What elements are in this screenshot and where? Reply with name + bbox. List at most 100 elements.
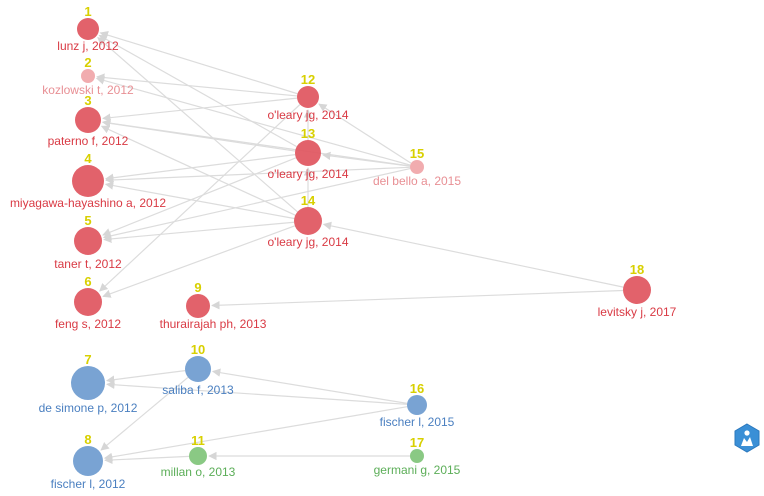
node-label: miyagawa-hayashino a, 2012 [10,196,166,210]
node-circle[interactable] [189,447,207,465]
node-number: 8 [84,432,91,447]
node-4[interactable]: 4 miyagawa-hayashino a, 2012 [10,151,166,210]
node-circle[interactable] [75,107,101,133]
node-10[interactable]: 10 saliba f, 2013 [162,342,234,397]
node-circle[interactable] [71,366,105,400]
node-7[interactable]: 7 de simone p, 2012 [39,352,138,415]
node-circle[interactable] [410,160,424,174]
node-label: taner t, 2012 [54,257,122,271]
node-circle[interactable] [623,276,651,304]
node-label: o'leary jg, 2014 [267,167,348,181]
node-circle[interactable] [73,446,103,476]
node-17[interactable]: 17 germani g, 2015 [374,435,461,477]
node-1[interactable]: 1 lunz j, 2012 [57,4,119,53]
citation-edge-13-1 [98,34,297,148]
citation-edge-16-10 [211,368,408,404]
node-number: 2 [84,55,91,70]
node-3[interactable]: 3 paterno f, 2012 [48,93,129,148]
node-number: 6 [84,274,91,289]
citation-edge-10-8 [100,376,189,451]
node-number: 16 [410,381,424,396]
node-11[interactable]: 11 millan o, 2013 [161,433,236,479]
node-label: feng s, 2012 [55,317,121,331]
node-circle[interactable] [410,449,424,463]
node-circle[interactable] [74,227,102,255]
node-12[interactable]: 12 o'leary jg, 2014 [267,72,348,122]
node-18[interactable]: 18 levitsky j, 2017 [598,262,677,319]
node-label: saliba f, 2013 [162,383,234,397]
citation-edge-15-4 [105,166,411,185]
node-14[interactable]: 14 o'leary jg, 2014 [267,193,348,249]
node-label: thurairajah ph, 2013 [160,317,267,331]
citation-edge-12-2 [96,73,298,97]
citation-edge-15-12 [318,103,412,164]
citation-edge-15-5 [102,167,411,240]
citation-edge-10-7 [106,370,186,384]
node-circle[interactable] [72,165,104,197]
citation-edge-18-9 [211,289,624,310]
edge-layer [95,31,624,465]
node-15[interactable]: 15 del bello a, 2015 [373,146,461,188]
node-8[interactable]: 8 fischer l, 2012 [51,432,126,491]
node-16[interactable]: 16 fischer l, 2015 [380,381,455,429]
citation-edge-15-13 [322,151,411,167]
node-number: 13 [301,126,315,141]
node-circle[interactable] [297,86,319,108]
node-label: o'leary jg, 2014 [267,108,348,122]
node-number: 4 [84,151,92,166]
node-circle[interactable] [295,140,321,166]
citation-edge-13-5 [102,157,297,237]
node-number: 10 [191,342,205,357]
node-circle[interactable] [186,294,210,318]
node-2[interactable]: 2 kozlowski t, 2012 [42,55,134,97]
citation-edge-11-8 [104,455,190,465]
node-circle[interactable] [77,18,99,40]
citation-edge-14-6 [102,225,296,298]
citation-edge-12-3 [102,97,298,122]
node-label: levitsky j, 2017 [598,305,677,319]
node-label: lunz j, 2012 [57,39,119,53]
node-label: fischer l, 2015 [380,415,455,429]
node-label: germani g, 2015 [374,463,461,477]
citation-edge-16-7 [106,380,408,405]
node-6[interactable]: 6 feng s, 2012 [55,274,121,331]
citation-edge-15-3 [102,119,411,167]
node-number: 14 [301,193,316,208]
node-13[interactable]: 13 o'leary jg, 2014 [267,126,348,181]
citation-edge-16-8 [103,406,408,462]
node-number: 5 [84,213,91,228]
citation-edge-15-2 [95,76,411,166]
citation-edge-12-6 [99,104,301,292]
node-label: paterno f, 2012 [48,134,129,148]
node-number: 7 [84,352,91,367]
node-number: 17 [410,435,424,450]
node-number: 18 [630,262,644,277]
citation-edge-14-5 [103,221,295,244]
node-number: 9 [194,280,201,295]
node-circle[interactable] [407,395,427,415]
citation-edge-14-4 [104,181,295,220]
node-label: fischer l, 2012 [51,477,126,491]
node-number: 12 [301,72,315,87]
node-circle[interactable] [74,288,102,316]
node-9[interactable]: 9 thurairajah ph, 2013 [160,280,267,331]
node-5[interactable]: 5 taner t, 2012 [54,213,122,271]
citation-edge-12-1 [99,31,298,95]
node-label: del bello a, 2015 [373,174,461,188]
node-circle[interactable] [294,207,322,235]
node-label: millan o, 2013 [161,465,236,479]
citation-edge-13-4 [105,154,296,182]
node-label: kozlowski t, 2012 [42,83,134,97]
node-number: 3 [84,93,91,108]
node-number: 15 [410,146,424,161]
node-circle[interactable] [81,69,95,83]
node-number: 11 [191,433,205,448]
vosviewer-logo-icon[interactable] [734,423,760,453]
citation-edge-14-1 [97,36,298,213]
node-number: 1 [84,4,91,19]
citation-edge-14-3 [100,125,296,216]
citation-edge-18-14 [322,221,624,288]
node-circle[interactable] [185,356,211,382]
